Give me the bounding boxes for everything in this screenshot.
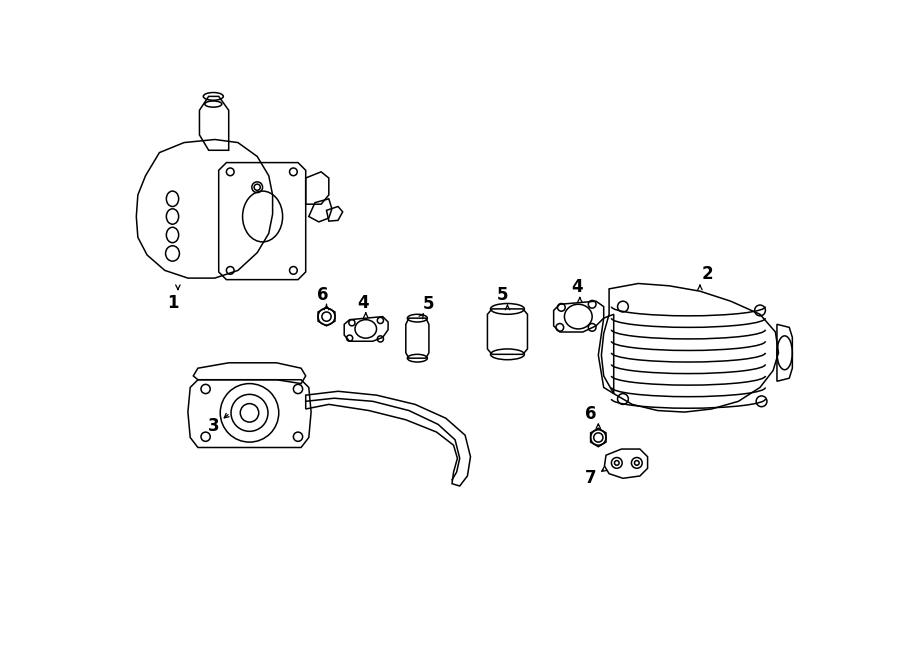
Text: 6: 6 bbox=[317, 286, 328, 304]
Text: 5: 5 bbox=[423, 295, 435, 313]
Text: 7: 7 bbox=[585, 469, 597, 487]
Text: 1: 1 bbox=[166, 294, 178, 312]
Text: 5: 5 bbox=[497, 286, 508, 304]
Text: 4: 4 bbox=[571, 278, 582, 297]
Text: 6: 6 bbox=[585, 405, 597, 424]
Text: 2: 2 bbox=[702, 265, 714, 283]
Text: 4: 4 bbox=[357, 294, 368, 312]
Text: 3: 3 bbox=[208, 417, 219, 435]
